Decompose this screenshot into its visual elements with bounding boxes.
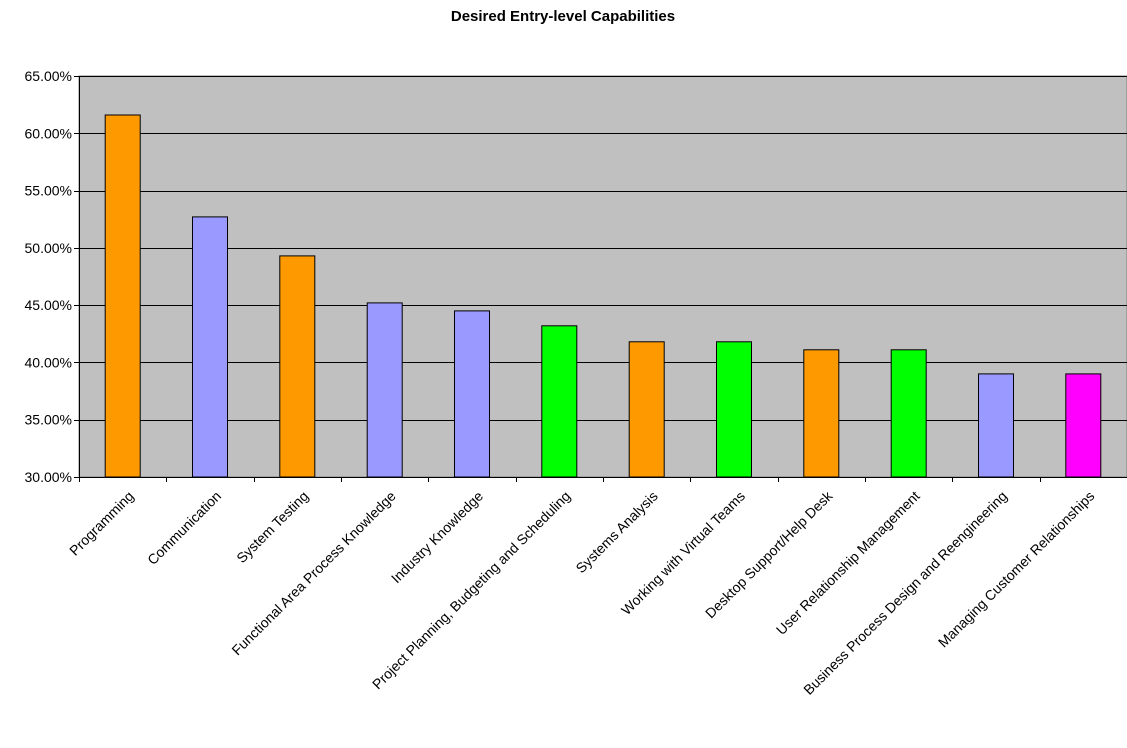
bar: [541, 325, 578, 478]
bar: [803, 349, 840, 478]
chart-title: Desired Entry-level Capabilities: [451, 8, 675, 25]
bar: [716, 341, 752, 478]
category-label: Functional Area Process Knowledge: [228, 488, 398, 658]
axes: [74, 76, 1127, 482]
y-tick-labels: 30.00% 35.00% 40.00% 45.00% 50.00% 55.00% 60.0…: [25, 68, 72, 485]
category-label: Project Planning, Budgeting and Scheduli…: [369, 488, 573, 692]
category-label: Systems Analysis: [572, 488, 660, 576]
bar: [890, 349, 927, 478]
bar: [366, 302, 403, 478]
bar: [978, 373, 1014, 478]
category-label: Managing Customer Relationships: [935, 488, 1098, 651]
bar: [192, 216, 228, 478]
y-tick-label: 30.00%: [25, 469, 72, 485]
y-tick-label: 45.00%: [25, 297, 72, 313]
bar: [1065, 373, 1102, 478]
y-tick-label: 55.00%: [25, 183, 72, 199]
category-label: Business Process Design and Reengineerin…: [800, 488, 1010, 698]
y-tick-label: 35.00%: [25, 412, 72, 428]
grid-lines: [79, 76, 1127, 421]
bar: [279, 255, 316, 478]
bars: [104, 114, 1102, 478]
category-label: Communication: [144, 488, 224, 568]
category-label: System Testing: [233, 488, 311, 566]
plot-area: [78, 75, 1127, 478]
bar: [628, 341, 665, 478]
y-tick-label: 40.00%: [25, 354, 72, 370]
y-tick-label: 50.00%: [25, 240, 72, 256]
y-tick-label: 65.00%: [25, 68, 72, 84]
y-tick-label: 60.00%: [25, 125, 72, 141]
bar: [104, 114, 141, 478]
category-label: Industry Knowledge: [388, 488, 486, 586]
category-label: Programming: [66, 488, 137, 559]
bar: [454, 310, 490, 478]
category-label: User Relationship Management: [773, 488, 923, 638]
x-tick-labels: Programming Communication System TestingFu…: [66, 487, 1097, 698]
